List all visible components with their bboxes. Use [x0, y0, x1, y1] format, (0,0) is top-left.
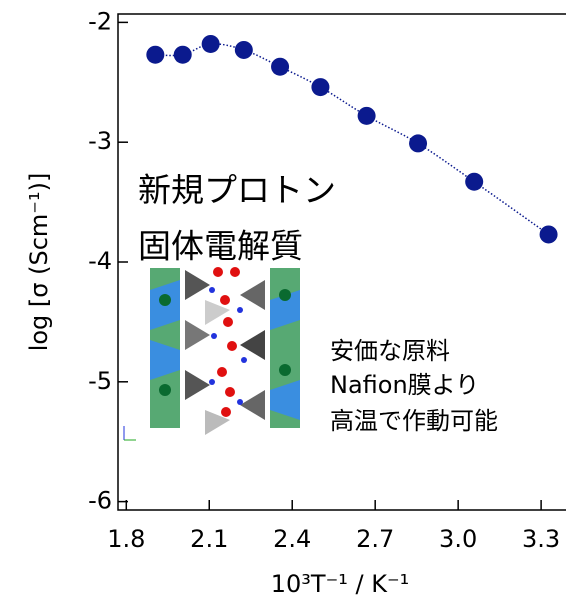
data-point — [409, 134, 427, 152]
x-tick-label: 2.4 — [273, 525, 311, 553]
y-tick-label: -3 — [88, 127, 112, 155]
data-point — [311, 78, 329, 96]
chart: 新規プロトン 固体電解質 安価な原料 Nafion膜より 高温で作動可能 10³… — [0, 0, 568, 605]
annotation: Nafion膜より — [330, 371, 479, 399]
data-point — [146, 46, 164, 64]
y-tick-label: -4 — [88, 247, 112, 275]
x-axis-label: 10³T⁻¹ / K⁻¹ — [271, 570, 409, 598]
y-axis-label: log [σ (Scm⁻¹)] — [25, 173, 53, 352]
x-tick-label: 2.7 — [356, 525, 394, 553]
annotation: 安価な原料 — [330, 337, 450, 365]
annotation: 高温で作動可能 — [330, 407, 498, 435]
annotation: 固体電解質 — [138, 227, 303, 266]
data-point — [540, 225, 558, 243]
x-tick-label: 2.1 — [190, 525, 228, 553]
x-tick-label: 3.3 — [522, 525, 560, 553]
y-tick-label: -5 — [88, 367, 112, 395]
data-point — [358, 107, 376, 125]
crystal-structure — [124, 267, 300, 440]
data-point — [271, 58, 289, 76]
y-tick-label: -6 — [88, 487, 112, 515]
data-point — [202, 35, 220, 53]
data-point — [465, 173, 483, 191]
x-tick-label: 1.8 — [107, 525, 145, 553]
annotation: 新規プロトン — [138, 171, 336, 210]
data-point — [174, 46, 192, 64]
x-tick-label: 3.0 — [439, 525, 477, 553]
y-tick-label: -2 — [88, 7, 112, 35]
data-point — [235, 41, 253, 59]
